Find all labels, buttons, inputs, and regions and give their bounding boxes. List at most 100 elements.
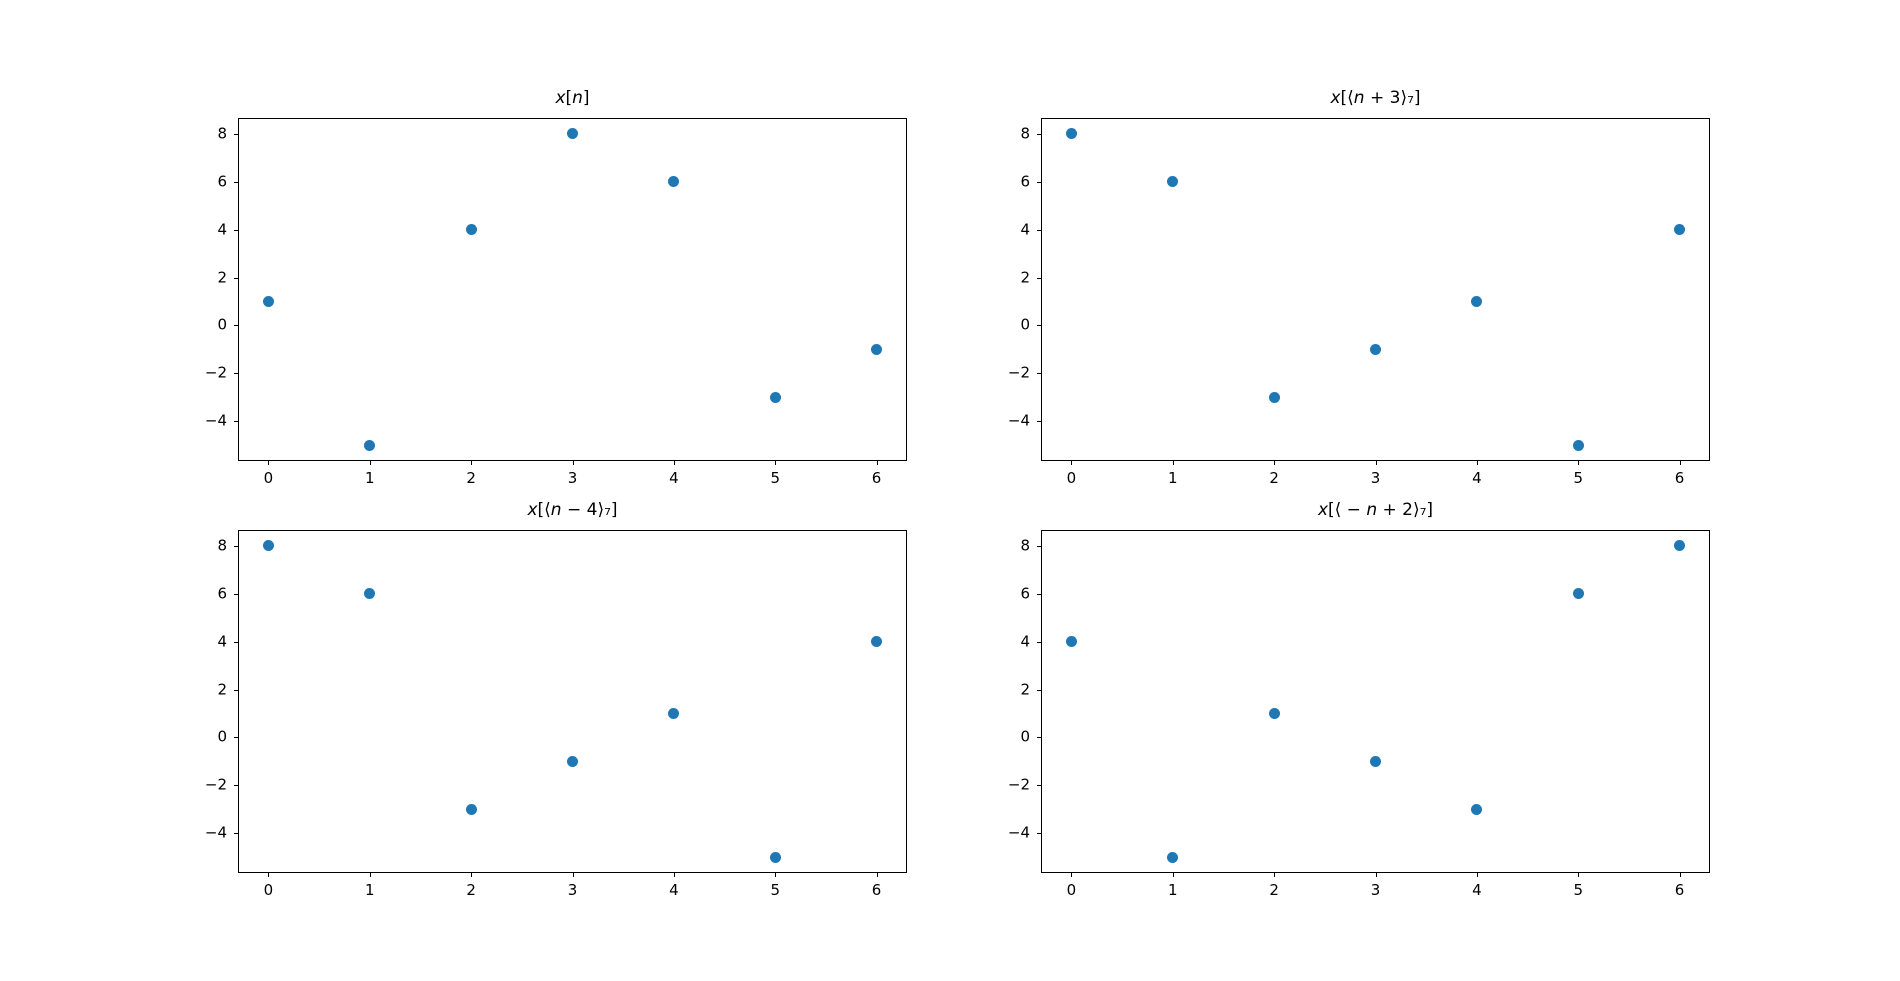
- x-tick-label: 0: [263, 469, 274, 487]
- x-tick-label: 3: [567, 881, 578, 899]
- scatter-point: [465, 803, 477, 815]
- x-tick-label: 4: [669, 881, 679, 899]
- scatter-point: [364, 588, 376, 600]
- y-tick-label: −4: [1007, 823, 1030, 842]
- x-tick-label: 0: [1066, 469, 1077, 487]
- y-tick-label: −4: [204, 411, 227, 430]
- x-tick-mark: [471, 873, 473, 877]
- x-tick-label: 1: [1167, 469, 1178, 487]
- scatter-point: [567, 128, 578, 140]
- x-tick-label: 1: [364, 881, 375, 899]
- x-tick-label: 5: [1573, 881, 1583, 899]
- y-tick-label: 2: [217, 680, 227, 698]
- y-tick-label: 8: [217, 536, 227, 555]
- chart-title: x[⟨n − 4⟩₇]: [527, 500, 618, 520]
- y-tick-label: 2: [217, 268, 227, 286]
- y-tick-mark: [234, 785, 238, 787]
- scatter-point: [1370, 755, 1381, 767]
- scatter-point: [1572, 588, 1584, 600]
- y-tick-mark: [234, 421, 238, 423]
- y-tick-label: 0: [217, 727, 227, 746]
- x-tick-label: 3: [567, 469, 578, 487]
- plot-area: [238, 530, 907, 873]
- y-tick-label: 8: [1020, 124, 1030, 143]
- y-tick-label: 8: [217, 124, 227, 143]
- y-tick-label: −4: [1007, 411, 1030, 430]
- x-tick-mark: [572, 873, 574, 877]
- x-tick-label: 3: [1370, 469, 1381, 487]
- x-tick-mark: [775, 873, 777, 877]
- x-tick-label: 6: [1674, 469, 1685, 487]
- scatter-point: [871, 343, 883, 355]
- scatter-point: [1167, 176, 1179, 188]
- y-tick-label: −2: [204, 363, 227, 382]
- y-tick-mark: [234, 229, 238, 231]
- x-tick-mark: [1679, 873, 1681, 877]
- y-tick-mark: [234, 641, 238, 643]
- y-tick-mark: [234, 373, 238, 375]
- x-tick-label: 5: [1573, 469, 1583, 487]
- y-tick-label: −4: [204, 823, 227, 842]
- y-tick-mark: [1037, 737, 1041, 739]
- x-tick-mark: [673, 873, 675, 877]
- y-tick-label: 2: [1020, 268, 1030, 286]
- scatter-point: [1471, 803, 1483, 815]
- x-tick-mark: [1172, 873, 1174, 877]
- x-tick-mark: [1274, 873, 1276, 877]
- x-tick-mark: [1172, 461, 1174, 465]
- y-tick-mark: [1037, 785, 1041, 787]
- y-tick-mark: [234, 833, 238, 835]
- x-tick-mark: [572, 461, 574, 465]
- scatter-point: [364, 439, 376, 451]
- y-tick-label: 0: [217, 315, 227, 334]
- y-tick-mark: [234, 737, 238, 739]
- y-tick-mark: [1037, 181, 1041, 183]
- plot-area: [1041, 118, 1710, 461]
- x-tick-mark: [1476, 461, 1478, 465]
- y-tick-mark: [234, 277, 238, 279]
- y-tick-mark: [1037, 229, 1041, 231]
- x-tick-label: 1: [1167, 881, 1178, 899]
- y-tick-mark: [1037, 373, 1041, 375]
- y-tick-label: 8: [1020, 536, 1030, 555]
- x-tick-mark: [1476, 873, 1478, 877]
- x-tick-mark: [369, 873, 371, 877]
- y-tick-label: −2: [1007, 363, 1030, 382]
- x-tick-label: 0: [1066, 881, 1077, 899]
- y-tick-label: 0: [1020, 727, 1030, 746]
- y-tick-mark: [1037, 133, 1041, 135]
- y-tick-label: 6: [1020, 584, 1030, 603]
- y-tick-mark: [234, 545, 238, 547]
- y-tick-label: 6: [217, 172, 227, 191]
- scatter-point: [262, 540, 274, 552]
- plot-area: [1041, 530, 1710, 873]
- x-tick-label: 6: [1674, 881, 1685, 899]
- chart-title: x[n]: [555, 88, 590, 108]
- x-tick-label: 6: [871, 881, 882, 899]
- plot-area: [238, 118, 907, 461]
- y-tick-label: 4: [1020, 220, 1030, 239]
- x-tick-mark: [1071, 873, 1073, 877]
- scatter-point: [769, 851, 781, 863]
- x-tick-mark: [1679, 461, 1681, 465]
- x-tick-mark: [1375, 461, 1377, 465]
- scatter-point: [1268, 391, 1280, 403]
- x-tick-label: 1: [364, 469, 375, 487]
- x-tick-mark: [268, 461, 270, 465]
- y-tick-mark: [1037, 593, 1041, 595]
- x-tick-label: 2: [466, 881, 476, 899]
- x-tick-label: 4: [669, 469, 679, 487]
- scatter-point: [1065, 636, 1077, 648]
- y-tick-label: −2: [204, 775, 227, 794]
- y-tick-label: 6: [1020, 172, 1030, 191]
- y-tick-label: 4: [1020, 632, 1030, 651]
- scatter-point: [1167, 851, 1179, 863]
- x-tick-mark: [1274, 461, 1276, 465]
- scatter-point: [1674, 224, 1686, 236]
- y-tick-mark: [1037, 421, 1041, 423]
- x-tick-mark: [673, 461, 675, 465]
- x-tick-mark: [268, 873, 270, 877]
- x-tick-mark: [1375, 873, 1377, 877]
- chart-title: x[⟨n + 3⟩₇]: [1330, 88, 1421, 108]
